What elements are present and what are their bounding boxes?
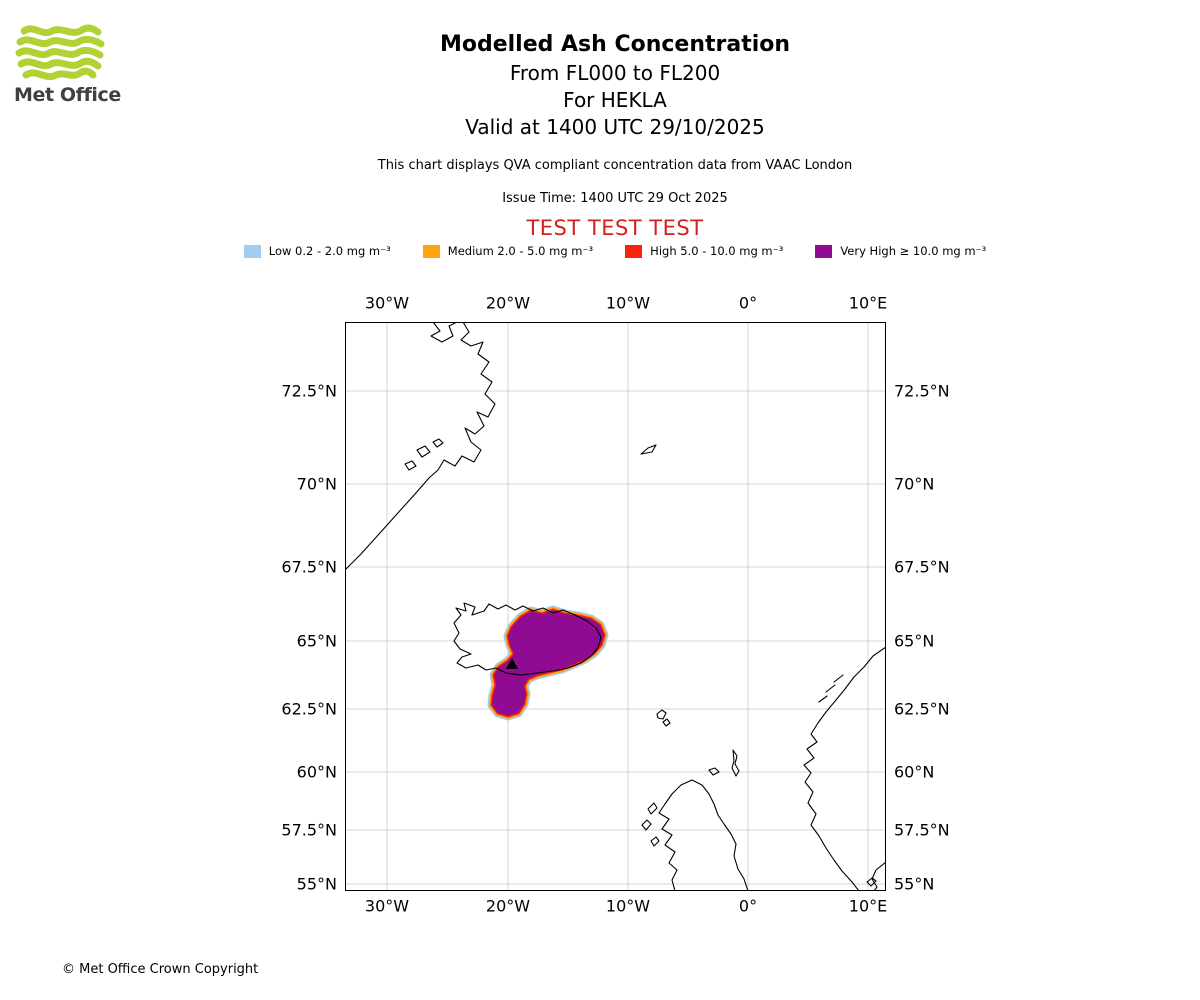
- lon-tick-top: 10°E: [848, 293, 888, 313]
- lon-tick-top: 20°W: [485, 293, 531, 313]
- legend-item-medium: Medium 2.0 - 5.0 mg m⁻³: [422, 244, 594, 258]
- legend-item-high: High 5.0 - 10.0 mg m⁻³: [625, 244, 783, 258]
- test-banner: TEST TEST TEST: [526, 216, 704, 240]
- lat-tick-right: 67.5°N: [894, 557, 950, 577]
- jan-mayen-coastline: [640, 444, 657, 455]
- greenland-islets: [404, 438, 444, 471]
- lat-tick-left: 55°N: [296, 874, 337, 894]
- faroe-islands-coastline: [656, 709, 671, 727]
- lat-tick-left: 70°N: [296, 474, 337, 494]
- legend-label-low: Low 0.2 - 2.0 mg m⁻³: [268, 244, 391, 258]
- legend-label-very-high: Very High ≥ 10.0 mg m⁻³: [840, 244, 987, 258]
- lat-tick-left: 65°N: [296, 631, 337, 651]
- met-office-waves-icon: [15, 24, 105, 81]
- lat-tick-left: 57.5°N: [281, 820, 337, 840]
- grid-lines: [345, 322, 886, 891]
- greenland-coastline: [345, 322, 496, 571]
- lat-tick-right: 65°N: [894, 631, 935, 651]
- lat-tick-left: 72.5°N: [281, 381, 337, 401]
- subtitle-valid-time: Valid at 1400 UTC 29/10/2025: [465, 115, 765, 139]
- lat-tick-right: 57.5°N: [894, 820, 950, 840]
- ash-cloud: [487, 605, 609, 721]
- lat-tick-left: 62.5°N: [281, 699, 337, 719]
- legend-swatch-low: [243, 244, 261, 258]
- qva-description: This chart displays QVA compliant concen…: [377, 158, 853, 173]
- iceland-coastline: [453, 602, 602, 676]
- legend-label-medium: Medium 2.0 - 5.0 mg m⁻³: [447, 244, 594, 258]
- legend-swatch-very-high-rect: [815, 244, 833, 258]
- legend-swatch-medium-rect: [422, 244, 440, 258]
- map-canvas: [345, 322, 886, 891]
- chart-header: Modelled Ash Concentration From FL000 to…: [0, 30, 1200, 141]
- skagerrak-coastline: [866, 861, 886, 891]
- page-title: Modelled Ash Concentration: [439, 32, 791, 57]
- legend-swatch-high: [625, 244, 643, 258]
- concentration-legend: Low 0.2 - 2.0 mg m⁻³ Medium 2.0 - 5.0 mg…: [0, 244, 1200, 258]
- lat-tick-left: 67.5°N: [281, 557, 337, 577]
- lon-tick-bottom: 20°W: [485, 896, 531, 916]
- lon-tick-bottom: 30°W: [364, 896, 410, 916]
- legend-swatch-high-rect: [625, 244, 643, 258]
- legend-item-low: Low 0.2 - 2.0 mg m⁻³: [243, 244, 391, 258]
- copyright-notice: © Met Office Crown Copyright: [62, 962, 259, 977]
- lofoten-islets: [818, 674, 844, 703]
- lon-tick-top: 30°W: [364, 293, 410, 313]
- lat-tick-right: 60°N: [894, 762, 935, 782]
- legend-item-very-high: Very High ≥ 10.0 mg m⁻³: [815, 244, 986, 258]
- norway-coastline: [803, 646, 886, 891]
- issue-time: Issue Time: 1400 UTC 29 Oct 2025: [502, 191, 728, 206]
- hebrides-coastline: [641, 802, 660, 847]
- lat-tick-right: 72.5°N: [894, 381, 950, 401]
- lon-tick-top: 10°W: [605, 293, 651, 313]
- met-office-logo: Met Office: [14, 24, 124, 106]
- shetland-coastline: [731, 749, 740, 777]
- map-panel: [345, 322, 886, 891]
- scotland-coastline: [658, 779, 749, 891]
- met-office-brand-text: Met Office: [14, 84, 121, 106]
- lon-tick-bottom: 0°: [738, 896, 758, 916]
- legend-swatch-very-high: [815, 244, 833, 258]
- lat-tick-right: 62.5°N: [894, 699, 950, 719]
- legend-swatch-medium: [422, 244, 440, 258]
- coastlines: [345, 322, 886, 891]
- lat-tick-left: 60°N: [296, 762, 337, 782]
- legend-swatch-low-rect: [243, 244, 261, 258]
- subtitle-volcano: For HEKLA: [563, 88, 667, 112]
- lon-tick-bottom: 10°W: [605, 896, 651, 916]
- volcano-marker-hekla: [506, 658, 518, 669]
- map-border: [345, 322, 886, 891]
- lon-tick-bottom: 10°E: [848, 896, 888, 916]
- legend-label-high: High 5.0 - 10.0 mg m⁻³: [650, 244, 784, 258]
- orkney-coastline: [708, 767, 720, 776]
- lon-tick-top: 0°: [738, 293, 758, 313]
- subtitle-flight-levels: From FL000 to FL200: [509, 61, 721, 85]
- ash-band-very-high: [492, 610, 604, 716]
- lat-tick-right: 70°N: [894, 474, 935, 494]
- lat-tick-right: 55°N: [894, 874, 935, 894]
